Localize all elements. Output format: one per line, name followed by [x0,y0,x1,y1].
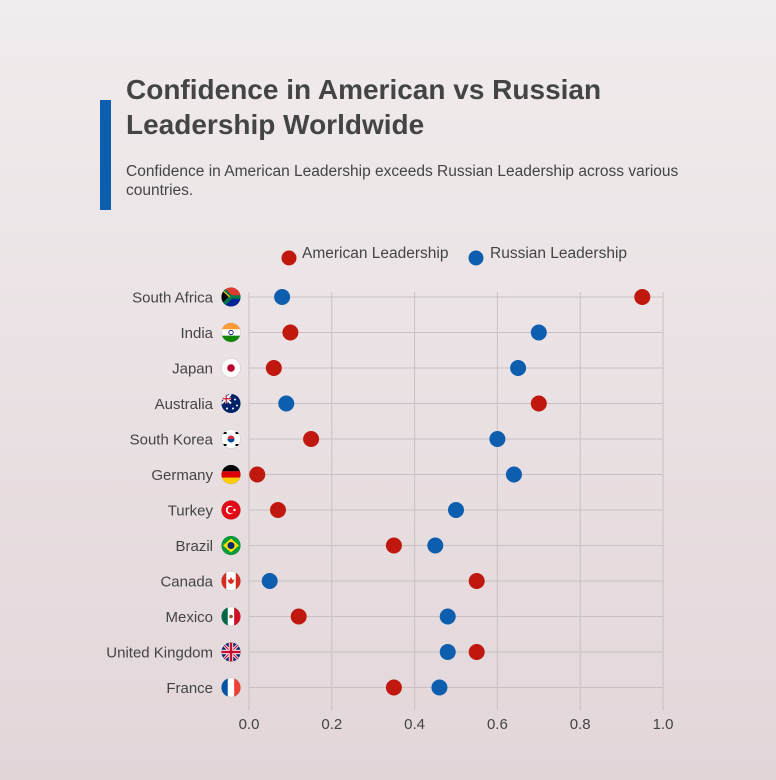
russian-leadership-point [427,537,444,554]
country-label: Japan [172,361,213,378]
russian-leadership-point [431,679,448,696]
american-leadership-point [269,502,286,518]
data-points [249,289,651,696]
x-tick-label: 0.8 [570,716,591,733]
legend-marker-russian [468,250,484,266]
grid-layer [248,292,664,710]
american-leadership-point [265,360,282,376]
country-label: Canada [160,574,213,591]
chart-subtitle: Confidence in American Leadership exceed… [126,163,679,199]
flag-layer [221,287,241,698]
country-label: Mexico [165,609,213,626]
brazil-flag-icon [221,535,241,556]
germany-flag-icon [221,464,241,485]
country-label: Germany [151,467,213,484]
russian-leadership-point [530,324,547,341]
united-kingdom-flag-icon [221,642,241,662]
russian-leadership-point [261,573,278,589]
x-tick-label: 0.2 [321,716,342,733]
japan-flag-icon [221,358,241,378]
legend: American Leadership Russian Leadership [281,245,627,266]
country-label: Australia [155,396,214,413]
south-africa-flag-icon [221,287,241,307]
x-tick-label: 0.0 [239,716,260,733]
australia-flag-icon [221,393,241,414]
russian-leadership-point [510,360,527,376]
country-labels: South Africa India Japan Australia South Kor… [106,290,213,698]
american-leadership-point [385,679,402,696]
country-label: South Africa [132,290,214,307]
legend-label-american: American Leadership [302,245,448,262]
american-leadership-point [303,431,320,447]
country-label: Brazil [175,538,213,555]
american-leadership-point [282,324,299,341]
american-leadership-point [634,289,651,305]
india-flag-icon [221,322,241,343]
russian-leadership-point [505,466,522,483]
mexico-flag-icon [221,606,241,627]
france-flag-icon [221,677,241,698]
canada-flag-icon [221,571,241,591]
country-label: India [180,325,213,342]
russian-leadership-point [439,608,456,625]
legend-label-russian: Russian Leadership [490,245,627,262]
x-tick-label: 1.0 [653,716,674,733]
country-label: United Kingdom [106,645,213,662]
x-tick-label: 0.6 [487,716,508,733]
chart-title: Confidence in American vs Russian Leader… [126,74,602,140]
american-leadership-point [385,537,402,554]
title-accent-bar [100,100,111,210]
russian-leadership-point [274,289,291,305]
legend-marker-american [281,250,297,266]
x-tick-label: 0.4 [404,716,425,733]
american-leadership-point [468,573,485,589]
american-leadership-point [290,608,307,625]
american-leadership-point [468,644,485,660]
country-label: Turkey [168,503,214,520]
russian-leadership-point [448,502,464,518]
x-axis-ticks: 0.0 0.2 0.4 0.6 0.8 1.0 [239,716,674,733]
russian-leadership-point [278,395,295,412]
country-label: France [166,680,213,697]
russian-leadership-point [489,431,506,447]
country-label: South Korea [130,432,214,449]
american-leadership-point [249,466,266,483]
turkey-flag-icon [221,500,241,520]
south-korea-flag-icon [221,429,241,449]
american-leadership-point [530,395,547,412]
russian-leadership-point [439,644,456,660]
